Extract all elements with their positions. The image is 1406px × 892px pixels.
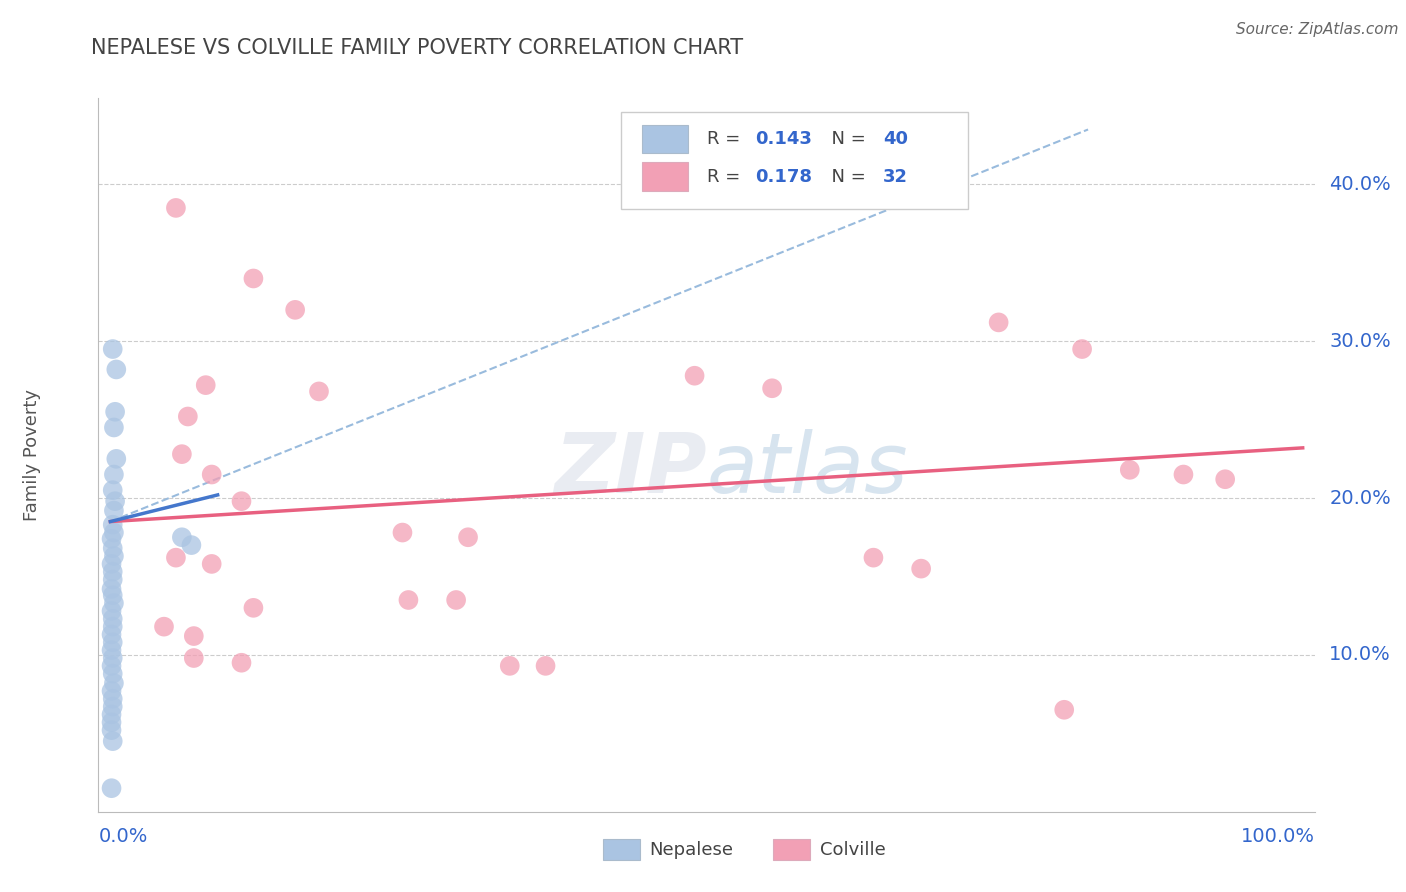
- FancyBboxPatch shape: [621, 112, 967, 209]
- Text: Nepalese: Nepalese: [650, 840, 734, 858]
- Text: 100.0%: 100.0%: [1240, 828, 1315, 847]
- Point: [101, 699, 124, 714]
- Point: [180, 538, 202, 552]
- FancyBboxPatch shape: [603, 838, 640, 860]
- Point: [100, 604, 122, 618]
- Point: [100, 627, 122, 641]
- Point: [101, 612, 124, 626]
- Point: [183, 629, 205, 643]
- Point: [862, 550, 884, 565]
- Point: [103, 525, 125, 540]
- Point: [177, 409, 200, 424]
- Point: [457, 530, 479, 544]
- Point: [201, 467, 224, 482]
- Point: [170, 447, 193, 461]
- Text: 0.143: 0.143: [755, 130, 813, 148]
- Point: [105, 451, 128, 466]
- Point: [101, 691, 124, 706]
- Point: [100, 684, 122, 698]
- Text: R =: R =: [707, 168, 745, 186]
- Point: [100, 723, 122, 738]
- Text: ZIP: ZIP: [554, 429, 707, 509]
- Point: [101, 342, 124, 356]
- Point: [101, 541, 124, 556]
- Text: Colville: Colville: [820, 840, 886, 858]
- Text: 10.0%: 10.0%: [1329, 646, 1391, 665]
- Point: [1213, 472, 1236, 486]
- Point: [242, 600, 264, 615]
- Point: [1173, 467, 1195, 482]
- Text: 30.0%: 30.0%: [1329, 332, 1391, 351]
- Text: atlas: atlas: [707, 429, 908, 509]
- Point: [100, 707, 122, 722]
- Point: [683, 368, 706, 383]
- Point: [170, 530, 193, 544]
- Point: [1119, 463, 1142, 477]
- Point: [165, 201, 187, 215]
- Point: [101, 483, 124, 498]
- Text: Source: ZipAtlas.com: Source: ZipAtlas.com: [1236, 22, 1399, 37]
- Text: 40.0%: 40.0%: [1329, 175, 1391, 194]
- FancyBboxPatch shape: [643, 162, 689, 191]
- Point: [194, 378, 217, 392]
- Point: [101, 734, 124, 748]
- Point: [761, 381, 783, 395]
- Point: [242, 271, 264, 285]
- Point: [153, 620, 176, 634]
- Text: N =: N =: [820, 168, 872, 186]
- Point: [284, 302, 307, 317]
- Point: [103, 549, 125, 563]
- Point: [100, 715, 122, 730]
- Point: [101, 565, 124, 579]
- Point: [100, 557, 122, 571]
- Point: [534, 658, 557, 673]
- Text: R =: R =: [707, 130, 745, 148]
- Text: 20.0%: 20.0%: [1329, 489, 1391, 508]
- Point: [231, 494, 253, 508]
- Point: [101, 666, 124, 681]
- Point: [100, 643, 122, 657]
- Text: NEPALESE VS COLVILLE FAMILY POVERTY CORRELATION CHART: NEPALESE VS COLVILLE FAMILY POVERTY CORR…: [91, 38, 744, 58]
- Point: [105, 362, 128, 376]
- Point: [101, 635, 124, 649]
- Text: 0.178: 0.178: [755, 168, 813, 186]
- Text: N =: N =: [820, 130, 872, 148]
- Point: [987, 315, 1010, 329]
- Point: [103, 420, 125, 434]
- Text: 32: 32: [883, 168, 908, 186]
- Point: [101, 588, 124, 602]
- Point: [101, 651, 124, 665]
- Point: [103, 596, 125, 610]
- Point: [104, 494, 127, 508]
- Point: [396, 593, 419, 607]
- Text: 0.0%: 0.0%: [98, 828, 148, 847]
- Point: [201, 557, 224, 571]
- Point: [308, 384, 330, 399]
- Point: [910, 561, 932, 575]
- Point: [101, 573, 124, 587]
- Point: [231, 656, 253, 670]
- Point: [104, 405, 127, 419]
- Point: [391, 525, 413, 540]
- Point: [101, 517, 124, 532]
- FancyBboxPatch shape: [773, 838, 810, 860]
- Point: [103, 676, 125, 690]
- Point: [444, 593, 467, 607]
- Text: 40: 40: [883, 130, 908, 148]
- FancyBboxPatch shape: [643, 125, 689, 153]
- Point: [103, 503, 125, 517]
- Point: [103, 467, 125, 482]
- Point: [165, 550, 187, 565]
- Point: [100, 658, 122, 673]
- Point: [100, 781, 122, 796]
- Point: [499, 658, 522, 673]
- Point: [1071, 342, 1094, 356]
- Text: Family Poverty: Family Poverty: [22, 389, 41, 521]
- Point: [1053, 703, 1076, 717]
- Point: [100, 532, 122, 546]
- Point: [100, 582, 122, 596]
- Point: [183, 651, 205, 665]
- Point: [101, 620, 124, 634]
